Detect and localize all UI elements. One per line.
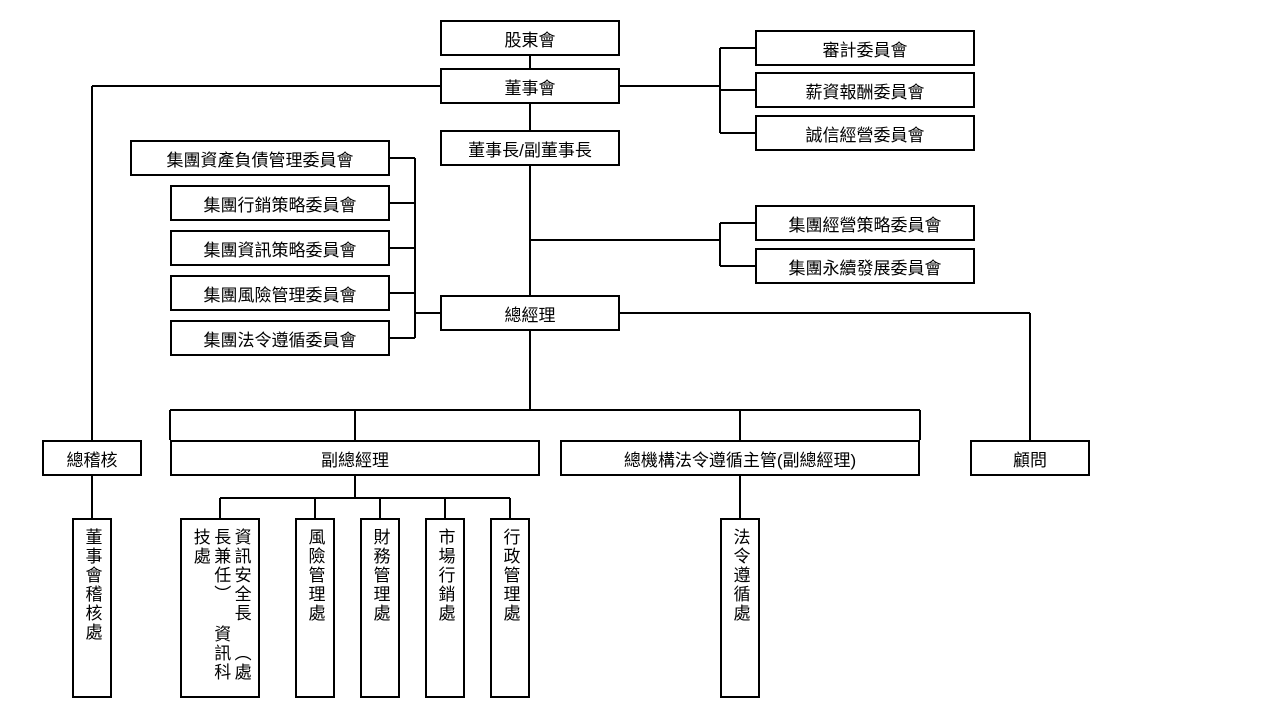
label: 總經理 [505, 301, 556, 326]
node-audit-committee: 審計委員會 [755, 30, 975, 66]
label: 集團行銷策略委員會 [204, 191, 357, 216]
label: 集團資訊策略委員會 [204, 236, 357, 261]
node-it-dept: 資訊安全長 （處長兼任） 資訊科技處 [180, 518, 260, 698]
node-mkt-committee: 集團行銷策略委員會 [170, 185, 390, 221]
node-alm-committee: 集團資產負債管理委員會 [130, 140, 390, 176]
label: 副總經理 [321, 446, 389, 471]
node-salary-committee: 薪資報酬委員會 [755, 72, 975, 108]
label: 誠信經營委員會 [806, 121, 925, 146]
label: 薪資報酬委員會 [806, 78, 925, 103]
node-chairman: 董事長/副董事長 [440, 130, 620, 166]
node-compliance-dept: 法令遵循處 [720, 518, 760, 698]
label: 市場行銷處 [433, 528, 458, 623]
node-chief-audit: 總稽核 [42, 440, 142, 476]
label: 董事長/副董事長 [468, 136, 592, 161]
node-shareholders: 股東會 [440, 20, 620, 56]
node-risk-dept: 風險管理處 [295, 518, 335, 698]
node-compliance-head: 總機構法令遵循主管(副總經理) [560, 440, 920, 476]
node-law-committee: 集團法令遵循委員會 [170, 320, 390, 356]
label: 總機構法令遵循主管(副總經理) [624, 446, 856, 471]
label: 顧問 [1013, 446, 1047, 471]
label: 風險管理處 [303, 528, 328, 623]
node-consultant: 顧問 [970, 440, 1090, 476]
node-risk-committee: 集團風險管理委員會 [170, 275, 390, 311]
label: 集團經營策略委員會 [789, 211, 942, 236]
node-integrity-committee: 誠信經營委員會 [755, 115, 975, 151]
node-deputy-gm: 副總經理 [170, 440, 540, 476]
label: 集團永續發展委員會 [789, 254, 942, 279]
node-finance-dept: 財務管理處 [360, 518, 400, 698]
label: 董事會稽核處 [80, 528, 105, 642]
label: 資訊安全長 （處長兼任） 資訊科技處 [189, 528, 250, 696]
label: 集團資產負債管理委員會 [167, 146, 354, 171]
node-board: 董事會 [440, 68, 620, 104]
label: 集團風險管理委員會 [204, 281, 357, 306]
label: 法令遵循處 [728, 528, 753, 623]
node-marketing-dept: 市場行銷處 [425, 518, 465, 698]
label: 總稽核 [67, 446, 118, 471]
label: 股東會 [505, 26, 556, 51]
node-it-committee: 集團資訊策略委員會 [170, 230, 390, 266]
label: 審計委員會 [823, 36, 908, 61]
node-sustain-committee: 集團永續發展委員會 [755, 248, 975, 284]
node-board-audit-dept: 董事會稽核處 [72, 518, 112, 698]
node-gm: 總經理 [440, 295, 620, 331]
node-admin-dept: 行政管理處 [490, 518, 530, 698]
label: 董事會 [505, 74, 556, 99]
label: 行政管理處 [498, 528, 523, 623]
node-strategy-committee: 集團經營策略委員會 [755, 205, 975, 241]
label: 集團法令遵循委員會 [204, 326, 357, 351]
label: 財務管理處 [368, 528, 393, 623]
